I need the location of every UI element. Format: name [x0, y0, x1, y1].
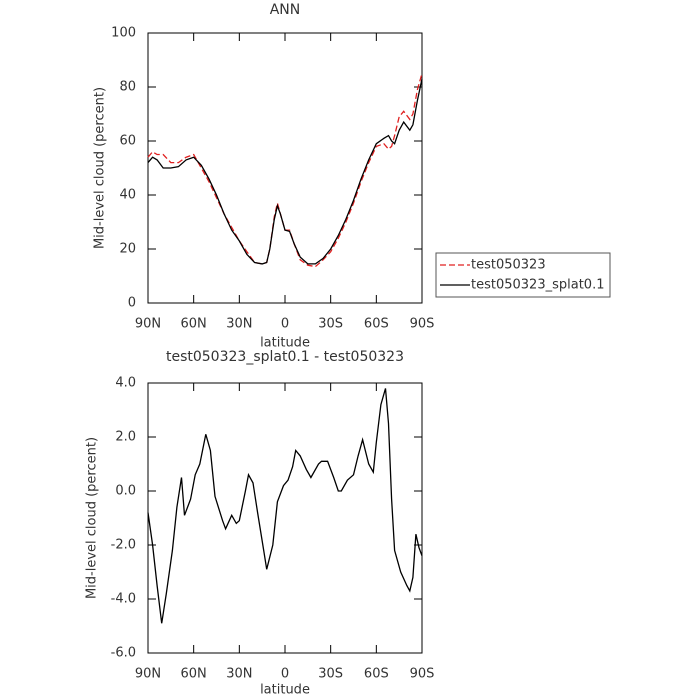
- plot-frame: [147, 32, 423, 304]
- x-tick-label: 30S: [318, 317, 343, 332]
- x-tick-label: 60S: [364, 667, 389, 682]
- x-tick-label: 60N: [181, 667, 207, 682]
- chart-title: test050323_splat0.1 - test050323: [166, 349, 404, 365]
- x-axis-label: latitude: [260, 336, 310, 351]
- x-tick-label: 60N: [181, 317, 207, 332]
- x-tick-label: 60S: [364, 317, 389, 332]
- y-axis-label: Mid-level cloud (percent): [85, 437, 100, 599]
- x-tick-label: 90N: [135, 667, 161, 682]
- y-tick-label: 60: [119, 134, 136, 149]
- x-tick-label: 30N: [226, 317, 252, 332]
- data-line: [147, 78, 423, 265]
- x-tick-label: 90S: [410, 317, 435, 332]
- y-tick-label: -6.0: [111, 646, 136, 661]
- x-tick-label: 0: [281, 317, 289, 332]
- y-tick-label: 0: [128, 296, 136, 311]
- x-tick-label: 90S: [410, 667, 435, 682]
- x-tick-label: 0: [281, 667, 289, 682]
- y-tick-label: 100: [111, 26, 136, 41]
- y-tick-label: 20: [119, 242, 136, 257]
- y-tick-label: 80: [119, 80, 136, 95]
- y-tick-label: -4.0: [111, 592, 136, 607]
- chart-title: ANN: [270, 2, 301, 18]
- data-line: [147, 388, 423, 624]
- y-tick-label: 0.0: [115, 484, 136, 499]
- y-tick-label: 2.0: [115, 430, 136, 445]
- y-tick-label: -2.0: [111, 538, 136, 553]
- x-axis-label: latitude: [260, 683, 310, 698]
- plot-frame: [147, 382, 423, 654]
- legend-label: test050323_splat0.1: [471, 278, 604, 293]
- data-line: [147, 73, 423, 268]
- legend-label: test050323: [471, 258, 546, 273]
- y-tick-label: 40: [119, 188, 136, 203]
- x-tick-label: 90N: [135, 317, 161, 332]
- legend-box: [435, 252, 611, 298]
- y-tick-label: 4.0: [115, 376, 136, 391]
- x-tick-label: 30S: [318, 667, 343, 682]
- x-tick-label: 30N: [226, 667, 252, 682]
- y-axis-label: Mid-level cloud (percent): [93, 87, 108, 249]
